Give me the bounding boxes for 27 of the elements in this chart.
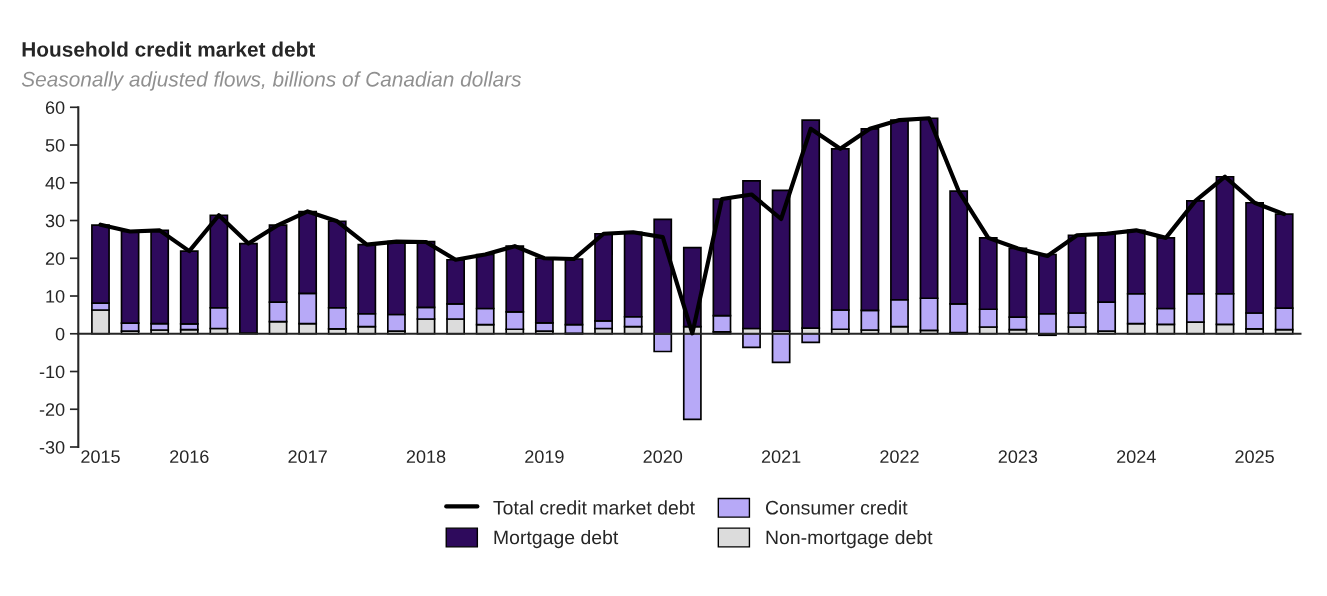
y-tick-label: 40 [45,176,65,190]
y-tick-label: 50 [45,138,65,152]
legend-label: Total credit market debt [493,500,695,515]
y-tick-label: 30 [45,214,65,228]
chart-subtitle: Seasonally adjusted flows, billions of Canadian dollars [21,71,522,91]
y-tick-label: 20 [45,252,65,265]
x-tick-label: 2025 [1235,450,1274,464]
y-tick-label: -30 [39,440,65,454]
y-tick-label: 60 [45,101,65,114]
x-tick-label: 2016 [170,450,209,464]
y-tick-label: 10 [46,289,65,303]
x-tick-label: 2020 [643,450,683,464]
chart-title: Household credit market debt [22,41,316,57]
x-tick-label: 2015 [81,450,120,464]
y-tick-label: -20 [39,403,65,416]
x-tick-label: 2017 [288,450,327,464]
legend-label: Mortgage debt [494,530,619,549]
y-tick-label: -10 [39,365,65,379]
legend-label: Consumer credit [765,500,908,515]
x-tick-label: 2022 [880,450,919,464]
x-tick-label: 2019 [525,450,564,464]
x-tick-label: 2024 [1117,450,1156,464]
y-tick-label: 0 [55,327,65,341]
x-tick-label: 2023 [998,450,1038,464]
legend-label: Non-mortgage debt [766,530,933,549]
x-tick-label: 2018 [406,450,446,464]
x-tick-label: 2021 [761,450,801,464]
